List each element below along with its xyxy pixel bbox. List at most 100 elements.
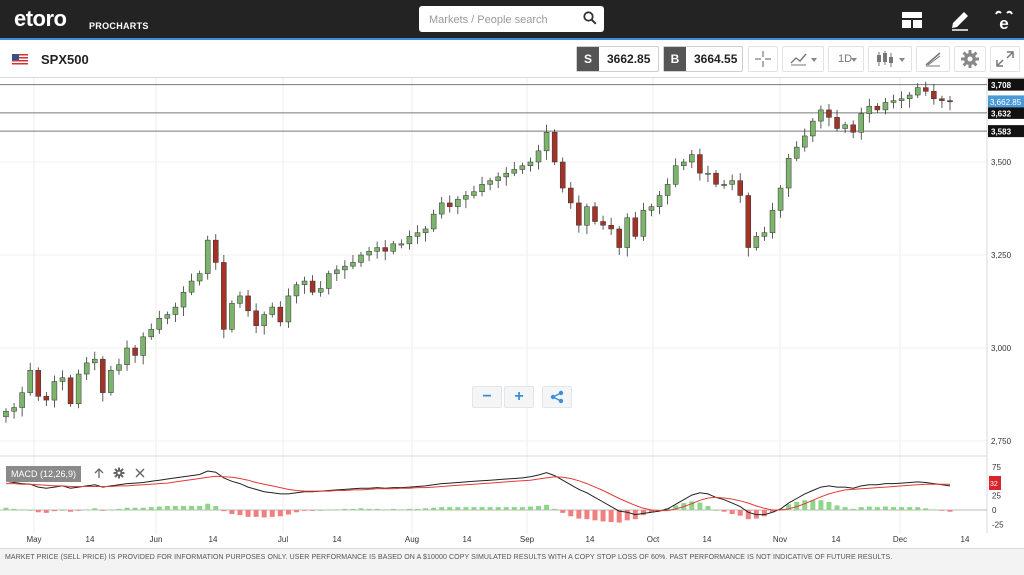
candle-body — [398, 243, 405, 246]
macd-histogram-bar — [616, 510, 622, 523]
procharts-label: PROCHARTS — [89, 21, 149, 31]
macd-histogram-bar — [503, 507, 509, 510]
macd-histogram-bar — [769, 510, 775, 513]
candle-body — [132, 347, 138, 356]
macd-histogram-bar — [882, 506, 888, 510]
macd-histogram-bar — [834, 505, 840, 510]
candle-body — [680, 161, 687, 166]
macd-histogram-bar — [923, 508, 929, 510]
time-axis-label: Nov — [773, 535, 787, 544]
crosshair-button[interactable] — [748, 46, 778, 72]
fullscreen-button[interactable] — [990, 46, 1020, 72]
candle-body — [584, 206, 590, 226]
pencil-icon[interactable] — [948, 8, 972, 32]
sell-button[interactable]: S 3662.85 — [576, 46, 659, 72]
arrow-up-icon[interactable] — [93, 467, 105, 479]
macd-histogram-bar — [802, 500, 808, 510]
svg-text:e: e — [999, 14, 1008, 32]
candle-body — [382, 247, 388, 252]
macd-histogram-bar — [931, 509, 937, 511]
layout-icon[interactable] — [900, 8, 924, 32]
candle-body — [342, 265, 348, 271]
candle-body — [503, 172, 509, 178]
macd-histogram-bar — [608, 510, 614, 523]
macd-histogram-bar — [116, 508, 122, 510]
share-icon — [550, 390, 564, 404]
drawing-tools-button[interactable] — [916, 46, 950, 72]
candle-body — [527, 161, 534, 166]
candle-body — [495, 176, 501, 181]
candle-body — [705, 172, 711, 175]
candle-body — [535, 150, 542, 163]
macd-histogram-bar — [891, 507, 897, 510]
search-icon[interactable] — [583, 11, 597, 25]
candle-body — [463, 195, 469, 200]
candle-body — [261, 314, 267, 326]
macd-histogram-bar — [132, 507, 138, 510]
time-axis-label: Oct — [647, 535, 660, 544]
macd-axis-tick: 25 — [992, 492, 1001, 501]
zoom-in-button[interactable]: + — [504, 386, 534, 408]
candle-body — [67, 377, 74, 405]
settings-button[interactable] — [954, 46, 986, 72]
macd-histogram-bar — [624, 510, 630, 521]
candle-body — [43, 396, 50, 401]
candle-body — [914, 87, 921, 96]
candle-body — [301, 280, 308, 286]
macd-histogram-bar — [519, 507, 525, 510]
candle-body — [551, 131, 558, 163]
macd-axis-tick: 75 — [992, 463, 1001, 472]
macd-histogram-bar — [92, 508, 98, 510]
candle-body — [447, 202, 453, 207]
candle-body — [309, 280, 316, 293]
macd-axis-tick: 0 — [992, 506, 997, 515]
buy-button[interactable]: B 3664.55 — [663, 46, 743, 72]
candle-body — [479, 184, 485, 193]
candle-style-button[interactable] — [868, 46, 912, 72]
buy-tag: B — [664, 47, 686, 71]
macd-histogram-bar — [35, 510, 41, 513]
etoro-logo[interactable]: etoro — [14, 6, 67, 31]
macd-histogram-bar — [842, 507, 848, 510]
macd-histogram-bar — [326, 509, 332, 511]
candle-body — [83, 362, 90, 375]
candle-body — [592, 206, 598, 222]
macd-histogram-bar — [471, 507, 477, 510]
candle-body — [406, 236, 413, 245]
macd-histogram-bar — [786, 504, 792, 510]
candle-body — [648, 206, 655, 211]
search-input[interactable] — [427, 10, 576, 30]
macd-histogram-bar — [172, 505, 178, 510]
timeframe-button[interactable]: 1D — [828, 46, 864, 72]
macd-histogram-bar — [237, 510, 243, 516]
close-icon[interactable] — [134, 467, 146, 479]
macd-histogram-bar — [205, 503, 211, 510]
candle-body — [221, 262, 227, 330]
candle-body — [196, 273, 203, 282]
search-box[interactable] — [419, 6, 604, 32]
time-axis-label: Dec — [893, 535, 907, 544]
macd-indicator-label[interactable]: MACD (12,26,9) — [6, 466, 82, 482]
macd-histogram-bar — [939, 510, 945, 511]
etoro-e-icon[interactable]: e — [992, 8, 1016, 32]
zoom-out-button[interactable]: − — [472, 386, 502, 408]
candle-body — [689, 154, 695, 163]
chart-type-button[interactable] — [782, 46, 824, 72]
candle-body — [745, 195, 752, 248]
time-axis-label: Sep — [520, 535, 535, 544]
candle-body — [729, 180, 735, 185]
candlestick-series — [3, 81, 953, 423]
macd-value-badge — [989, 476, 1001, 490]
candle-body — [430, 213, 437, 230]
share-button[interactable] — [542, 386, 572, 408]
macd-histogram-bar — [673, 505, 679, 510]
macd-histogram-bar — [648, 510, 654, 513]
candle-body — [850, 124, 856, 133]
price-level-tag — [988, 106, 1024, 119]
instrument-toolbar: SPX500 S 3662.85 B 3664.55 1D — [0, 42, 1024, 78]
candle-body — [180, 291, 187, 308]
gear-icon[interactable] — [113, 467, 125, 479]
macd-histogram-bar — [439, 507, 445, 510]
price-chart[interactable]: 3,708 3,632 3,583 3,662.85 3,500 3,250 3,000 2… — [0, 78, 1024, 548]
candle-body — [890, 100, 897, 103]
